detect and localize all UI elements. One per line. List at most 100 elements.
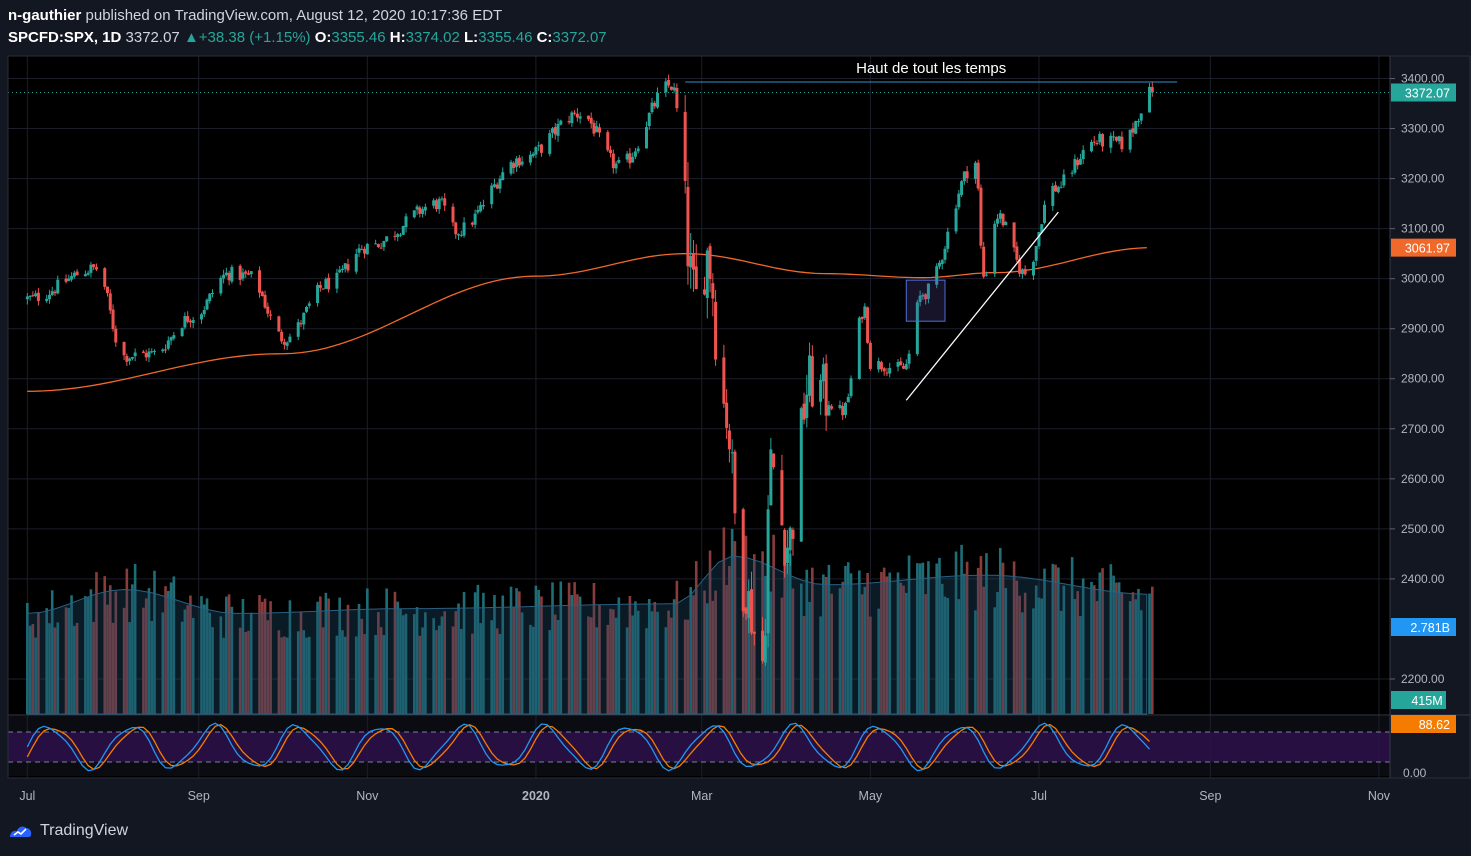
volume-bar [1109,564,1113,714]
volume-bar [728,566,731,714]
volume-bar [493,595,496,714]
volume-bar [540,596,543,714]
candle-body [385,236,389,242]
candle-body [1128,129,1132,150]
candle-body [473,213,477,225]
volume-bar [280,637,283,714]
volume-bar [520,612,524,714]
candle-body [711,283,715,299]
candle-body [498,178,502,189]
volume-bar [241,598,245,714]
candle-body [108,293,112,311]
candle-body [224,272,228,276]
volume-bar [172,576,176,714]
candle-body [761,630,765,662]
volume-bar [283,636,286,714]
candle-body [921,294,925,297]
candle-body [338,269,342,273]
candle-body [241,272,245,279]
candle-body [976,162,980,189]
candle-body [1117,136,1121,142]
candle-body [1120,136,1124,150]
volume-bar [354,636,358,714]
volume-bar [1090,581,1093,714]
candle-body [340,268,344,271]
candle-body [202,310,206,315]
volume-badge-bg [1391,691,1446,709]
volume-bar [573,582,576,714]
volume-bar [307,636,311,714]
volume-bar [75,622,79,714]
volume-bar [772,534,775,714]
candle-body [1136,121,1140,123]
volume-bar [846,562,850,714]
publish-info: n-gauthier published on TradingView.com,… [8,7,502,24]
volume-bar [70,595,73,714]
volume-bar [424,612,427,714]
volume-bar [1070,557,1074,714]
volume-bar [50,590,54,714]
volume-bar [401,615,405,714]
volume-bar [1023,592,1027,714]
volume-bar [993,607,997,714]
volume-bar [1037,597,1041,714]
volume-bar [150,620,154,714]
volume-bar [321,627,325,714]
candle-body [730,452,734,454]
candle-body [318,284,322,288]
last-price-badge: 3372.07 [1405,86,1450,100]
brand-name[interactable]: TradingView [40,822,129,839]
volume-bar [650,611,654,714]
candle-body [1059,186,1063,188]
last-price: 3372.07 [125,29,180,46]
candle-body [34,293,38,297]
candle-body [476,210,480,213]
volume-bar [479,623,482,714]
tradingview-logo-icon[interactable] [8,823,34,839]
ma-value-badge: 3061.97 [1405,242,1450,256]
high-label: H: [389,29,406,46]
symbol-label[interactable]: SPCFD:SPX, 1D [8,29,122,46]
candle-body [669,86,673,90]
candle-body [354,254,358,272]
candle-body [183,315,187,328]
volume-bar [998,547,1002,714]
candle-body [849,378,853,397]
time-tick-label: Jul [19,789,35,803]
volume-bar [1034,585,1038,714]
volume-bar [249,612,253,714]
volume-bar [225,596,228,714]
candle-body [940,260,944,265]
candle-body [611,153,615,169]
footer: TradingView [8,822,128,840]
candle-body [45,298,49,302]
price-tick-label: 2900.00 [1401,322,1445,336]
volume-bar [205,598,209,714]
volume-bar [56,622,60,714]
volume-bar [299,611,303,714]
candle-body [860,316,864,320]
candle-body [423,206,427,211]
volume-bar [379,627,383,714]
volume-bar [258,595,261,714]
volume-bar [244,632,248,714]
candle-body [249,271,253,275]
volume-bar [169,582,173,714]
price-tick-label: 3400.00 [1401,72,1445,86]
candle-body [827,405,831,416]
candle-body [166,340,170,349]
candle-body [70,275,74,280]
candle-body [556,123,560,136]
volume-bar [670,617,673,714]
candle-body [64,278,68,282]
candle-body [128,358,132,361]
candle-body [1114,136,1118,141]
candle-body [650,102,654,113]
candle-body [954,208,958,232]
volume-bar [1015,580,1019,714]
candle-body [830,406,834,409]
candle-body [689,256,693,268]
volume-bar [454,611,458,714]
candle-body [531,153,535,157]
